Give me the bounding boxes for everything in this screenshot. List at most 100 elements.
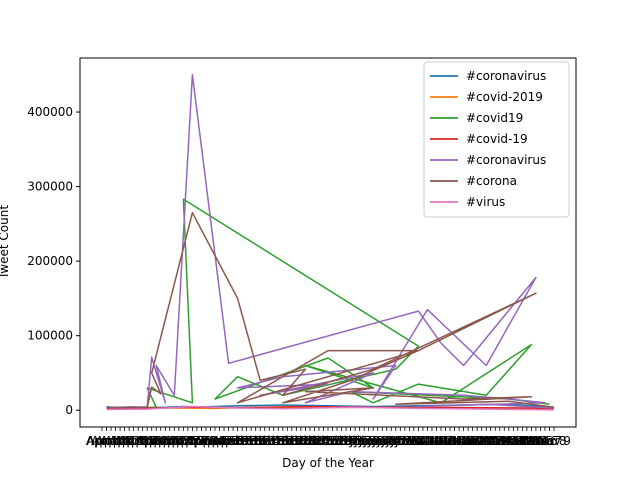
x-tick-label: Feb 21 <box>276 434 316 448</box>
x-tick-label: Mar 22 <box>461 434 503 448</box>
x-tick-label: Feb 25 <box>294 434 334 448</box>
x-tick-label: Feb 19 <box>263 434 303 448</box>
x-tick-label: Jan 24 <box>362 434 401 448</box>
x-tick-label: Feb 4 <box>325 434 358 448</box>
y-tick-label: 300000 <box>27 180 73 194</box>
legend-label: #covid-19 <box>466 132 528 146</box>
x-tick-label: Mar 8 <box>532 434 566 448</box>
series-line-4 <box>106 74 555 409</box>
x-tick-label: Feb 28 <box>308 434 348 448</box>
x-tick-label: Feb 13 <box>236 434 276 448</box>
x-tick-label: Apr 13 <box>100 434 140 448</box>
series-line-5 <box>106 211 555 409</box>
legend-label: #corona <box>466 174 517 188</box>
x-tick-label: Apr 16 <box>114 434 154 448</box>
legend: #coronavirus #covid-2019 #covid19 #covid-19… <box>423 61 570 218</box>
x-tick-label: Apr 4 <box>194 434 226 448</box>
x-tick-label: Mar 20 <box>452 434 494 448</box>
x-tick-label: Feb 8 <box>343 434 376 448</box>
x-tick-label: Apr 20 <box>136 434 176 448</box>
x-tick-label: Feb 26 <box>299 434 339 448</box>
x-tick-label: Feb 9 <box>348 434 381 448</box>
series-layer <box>106 74 555 411</box>
x-tick-label: Mar 21 <box>456 434 498 448</box>
legend-box <box>423 61 570 218</box>
x-tick-label: Apr 25 <box>159 434 199 448</box>
y-tick-label: 0 <box>65 403 73 417</box>
x-tick-label: Apr 24 <box>154 434 194 448</box>
x-tick-label: Apr 30 <box>186 434 226 448</box>
y-tick-label: 200000 <box>27 254 73 268</box>
x-tick-label: Feb 15 <box>245 434 285 448</box>
legend-label: #covid-2019 <box>466 90 543 104</box>
x-tick-label: Mar 6 <box>523 434 557 448</box>
x-tick-label: Feb 1 <box>221 434 254 448</box>
x-tick-label: Mar 9 <box>537 434 571 448</box>
x-tick-label: Apr 18 <box>123 434 163 448</box>
x-tick-label: Apr 29 <box>177 434 217 448</box>
x-tick-label: Mar 29 <box>492 434 534 448</box>
x-tick-label: Mar 16 <box>429 434 471 448</box>
x-tick-label: Mar 27 <box>483 434 525 448</box>
x-tick-label: Mar 4 <box>514 434 548 448</box>
x-tick-label: Feb 3 <box>321 434 354 448</box>
x-tick-label: Apr 26 <box>163 434 203 448</box>
legend-label: #virus <box>466 195 505 209</box>
y-tick-label: 100000 <box>27 329 73 343</box>
x-tick-label: Feb 24 <box>290 434 330 448</box>
x-axis-label: Day of the Year <box>282 456 374 470</box>
x-tick-label: Mar 25 <box>474 434 516 448</box>
x-tick-label: Jan 30 <box>390 434 429 448</box>
x-tick-label: Mar 31 <box>506 434 548 448</box>
x-tick-label: Mar 23 <box>465 434 507 448</box>
x-tick-label: Apr 6 <box>203 434 235 448</box>
x-tick-label: Apr 15 <box>109 434 149 448</box>
x-tick-label: Jan 28 <box>381 434 420 448</box>
x-tick-label: Jan 21 <box>349 434 388 448</box>
x-tick-label: Feb 29 <box>312 434 352 448</box>
x-tick-label: Apr 19 <box>127 434 167 448</box>
x-tick-label: Mar 11 <box>407 434 449 448</box>
x-tick-label: Apr 12 <box>96 434 136 448</box>
x-tick-label: Mar 24 <box>470 434 512 448</box>
x-tick-label: Feb 20 <box>272 434 312 448</box>
x-tick-label: Feb 11 <box>226 434 266 448</box>
x-tick-label: Mar 2 <box>451 434 485 448</box>
y-axis-label: Tweet Count <box>0 205 11 280</box>
x-tick-label: Mar 19 <box>443 434 485 448</box>
x-tick-label: Mar 1 <box>401 434 435 448</box>
x-tick-label: Apr 11 <box>91 434 131 448</box>
x-tick-label: Apr 22 <box>145 434 185 448</box>
x-tick-label: Apr 17 <box>118 434 158 448</box>
x-tick-label: Mar 30 <box>501 434 543 448</box>
x-tick-label: Mar 26 <box>479 434 521 448</box>
x-tick-label: Feb 12 <box>231 434 271 448</box>
x-tick-label: Feb 27 <box>303 434 343 448</box>
x-tick-label: Mar 13 <box>416 434 458 448</box>
x-tick-label: Apr 1 <box>86 434 118 448</box>
x-tick-label: Mar 15 <box>425 434 467 448</box>
legend-label: #coronavirus <box>466 69 546 83</box>
x-tick-label: Apr 3 <box>185 434 217 448</box>
x-tick-label: Feb 2 <box>271 434 304 448</box>
x-tick-label: Feb 22 <box>281 434 321 448</box>
x-tick-label: Apr 7 <box>208 434 240 448</box>
x-tick-label: Apr 2 <box>136 434 168 448</box>
x-tick-label: Mar 14 <box>420 434 462 448</box>
x-tick-label: Apr 23 <box>150 434 190 448</box>
x-tick-label: Apr 21 <box>141 434 181 448</box>
x-tick-label: Mar 5 <box>519 434 553 448</box>
legend-label: #covid19 <box>466 111 523 125</box>
x-tick-label: Apr 10 <box>87 434 127 448</box>
x-tick-label: Apr 5 <box>199 434 231 448</box>
series-line-6 <box>106 405 555 411</box>
x-tick-label: Feb 6 <box>334 434 367 448</box>
x-tick-label: Feb 18 <box>258 434 298 448</box>
x-tick-label: Apr 28 <box>172 434 212 448</box>
x-tick-label: Jan 29 <box>385 434 424 448</box>
x-tick-label: Mar 17 <box>434 434 476 448</box>
x-tick-label: Jan 25 <box>367 434 406 448</box>
y-axis: 0 100000 200000 300000 400000 <box>27 105 80 417</box>
x-tick-label: Apr 27 <box>168 434 208 448</box>
x-tick-label: Jan 27 <box>376 434 415 448</box>
